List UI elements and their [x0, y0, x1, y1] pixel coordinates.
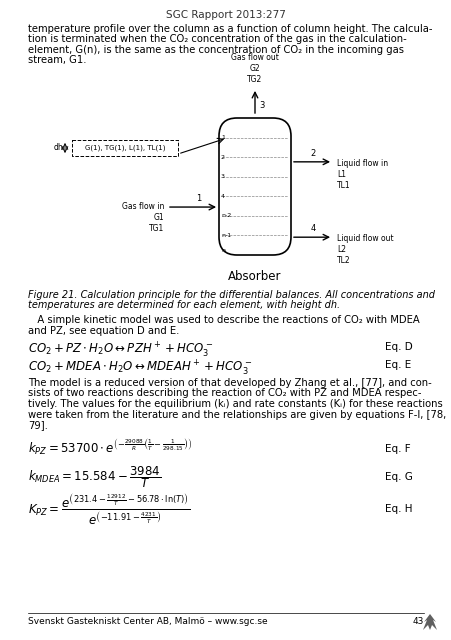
Text: $k_{MDEA} = 15.584 - \dfrac{3984}{T}$: $k_{MDEA} = 15.584 - \dfrac{3984}{T}$	[28, 465, 161, 490]
Text: 2: 2	[221, 155, 225, 159]
PathPatch shape	[422, 614, 436, 630]
Text: dh: dh	[53, 143, 63, 152]
Text: 2: 2	[310, 149, 315, 158]
Text: Gas flow in
G1
TG1: Gas flow in G1 TG1	[121, 202, 164, 233]
Text: were taken from the literature and the relationships are given by equations F-I,: were taken from the literature and the r…	[28, 410, 445, 419]
Text: element, G(n), is the same as the concentration of CO₂ in the incoming gas: element, G(n), is the same as the concen…	[28, 45, 403, 55]
Text: Absorber: Absorber	[228, 270, 281, 283]
FancyBboxPatch shape	[219, 118, 290, 255]
Text: Liquid flow out
L2
TL2: Liquid flow out L2 TL2	[336, 234, 393, 266]
Text: Figure 21. Calculation principle for the differential balances. All concentratio: Figure 21. Calculation principle for the…	[28, 290, 434, 300]
Text: $k_{PZ} = 53700 \cdot e^{\left(-\frac{29088}{R}\left(\frac{1}{T}-\frac{1}{298.15: $k_{PZ} = 53700 \cdot e^{\left(-\frac{29…	[28, 436, 192, 457]
Text: 4: 4	[221, 194, 225, 199]
Text: SGC Rapport 2013:277: SGC Rapport 2013:277	[166, 10, 285, 20]
Text: The model is a reduced version of that developed by Zhang et al., [77], and con-: The model is a reduced version of that d…	[28, 378, 431, 388]
Text: 3: 3	[221, 174, 225, 179]
Text: sists of two reactions describing the reaction of CO₂ with PZ and MDEA respec-: sists of two reactions describing the re…	[28, 388, 421, 399]
Text: Eq. F: Eq. F	[384, 445, 410, 454]
Text: A simple kinetic model was used to describe the reactions of CO₂ with MDEA: A simple kinetic model was used to descr…	[28, 315, 419, 325]
Text: stream, G1.: stream, G1.	[28, 56, 86, 65]
Text: 43: 43	[412, 617, 423, 626]
Text: temperatures are determined for each element, with height dh.: temperatures are determined for each ele…	[28, 301, 339, 310]
Text: and PZ, see equation D and E.: and PZ, see equation D and E.	[28, 326, 179, 335]
Text: Svenskt Gastekniskt Center AB, Malmö – www.sgc.se: Svenskt Gastekniskt Center AB, Malmö – w…	[28, 617, 267, 626]
Text: $K_{PZ} = \dfrac{e^{\left(231.4 - \frac{12912}{T} - 56.78 \cdot \ln(T)\right)}}{: $K_{PZ} = \dfrac{e^{\left(231.4 - \frac{…	[28, 493, 190, 527]
Text: tion is terminated when the CO₂ concentration of the gas in the calculation-: tion is terminated when the CO₂ concentr…	[28, 35, 406, 45]
Text: 79].: 79].	[28, 420, 48, 430]
Text: 3: 3	[258, 102, 264, 111]
Text: tively. The values for the equilibrium (kᵢ) and rate constants (Kᵢ) for these re: tively. The values for the equilibrium (…	[28, 399, 442, 409]
Text: Eq. G: Eq. G	[384, 472, 412, 483]
Text: G(1), TG(1), L(1), TL(1): G(1), TG(1), L(1), TL(1)	[85, 145, 165, 151]
Text: Eq. E: Eq. E	[384, 360, 410, 370]
Text: $CO_2 + MDEA \cdot H_2O \leftrightarrow MDEAH^+ + HCO_3^-$: $CO_2 + MDEA \cdot H_2O \leftrightarrow …	[28, 358, 252, 377]
Text: Eq. H: Eq. H	[384, 504, 412, 515]
Text: 4: 4	[310, 224, 315, 233]
Text: 1: 1	[221, 135, 225, 140]
Text: Gas flow out
G2
TG2: Gas flow out G2 TG2	[230, 52, 278, 84]
Text: temperature profile over the column as a function of column height. The calcula-: temperature profile over the column as a…	[28, 24, 432, 34]
Text: n-2: n-2	[221, 213, 231, 218]
Text: Eq. D: Eq. D	[384, 342, 412, 352]
Text: n-1: n-1	[221, 233, 230, 238]
Text: 1: 1	[196, 194, 201, 203]
Text: $CO_2 + PZ \cdot H_2O \leftrightarrow PZH^+ + HCO_3^-$: $CO_2 + PZ \cdot H_2O \leftrightarrow PZ…	[28, 340, 213, 359]
Text: n: n	[221, 248, 225, 253]
Text: Liquid flow in
L1
TL1: Liquid flow in L1 TL1	[336, 159, 387, 190]
